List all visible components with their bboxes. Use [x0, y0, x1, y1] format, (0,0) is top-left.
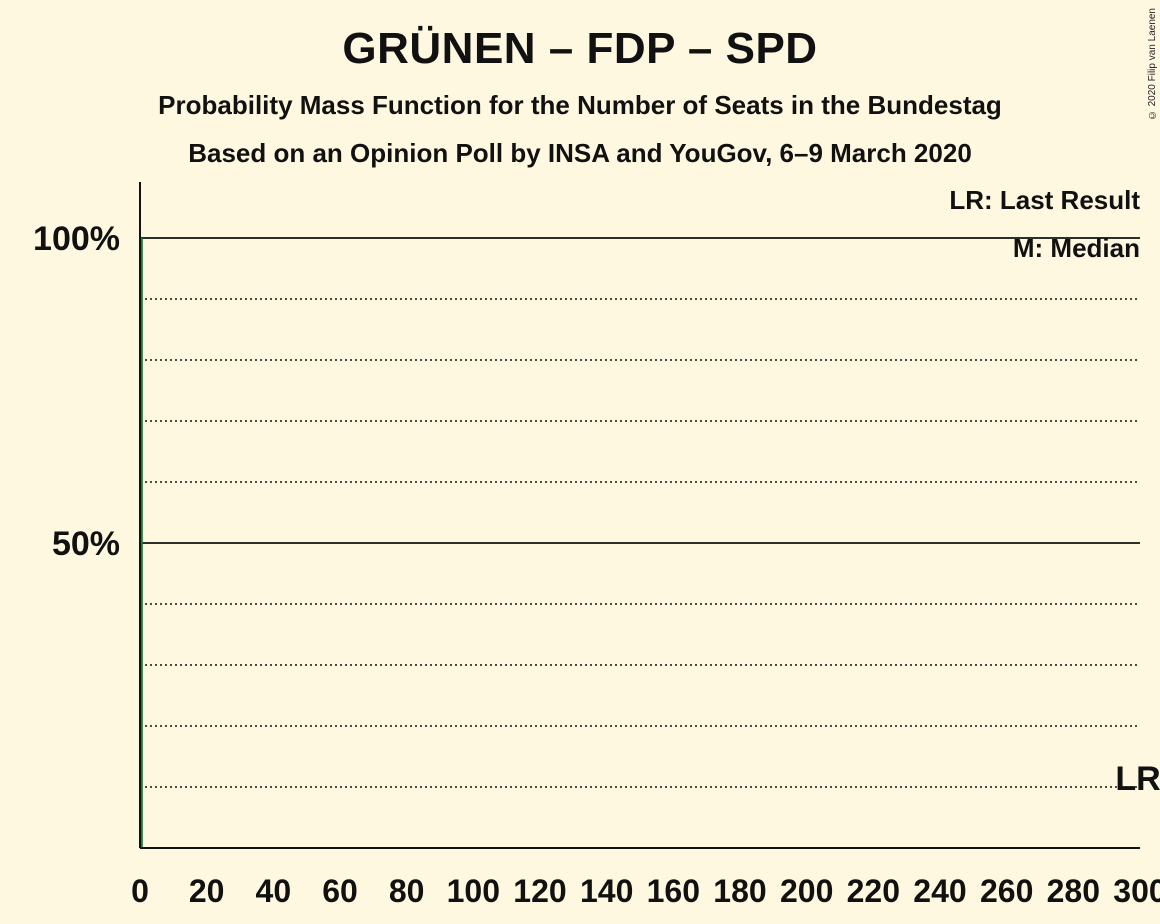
x-tick-label: 260 [980, 873, 1033, 909]
x-tick-label: 20 [189, 873, 225, 909]
x-tick-label: 200 [780, 873, 833, 909]
x-tick-label: 300 [1113, 873, 1160, 909]
y-tick-labels: 50% 100% [33, 220, 120, 563]
x-tick-label: 0 [131, 873, 149, 909]
y-tick-label: 50% [52, 525, 120, 563]
last-result-marker: LR [1115, 760, 1160, 798]
y-tick-label: 100% [33, 220, 120, 258]
chart-title: GRÜNEN – FDP – SPD [342, 24, 818, 73]
x-tick-label: 220 [847, 873, 900, 909]
bar [140, 238, 143, 848]
x-tick-label: 240 [913, 873, 966, 909]
gridlines [140, 237, 1140, 788]
chart-subtitle: Probability Mass Function for the Number… [158, 90, 1002, 120]
bars [140, 238, 143, 848]
legend-last-result: LR: Last Result [949, 185, 1140, 215]
x-tick-label: 40 [256, 873, 292, 909]
x-tick-label: 140 [580, 873, 633, 909]
x-tick-label: 60 [322, 873, 358, 909]
x-tick-label: 160 [647, 873, 700, 909]
x-tick-labels: 0 20 40 60 80 100 120 140 160 180 200 220 240 260 280 3… [131, 873, 1160, 909]
x-tick-label: 80 [389, 873, 425, 909]
x-tick-label: 280 [1047, 873, 1100, 909]
legend-median: M: Median [1013, 233, 1140, 263]
chart-subtitle-source: Based on an Opinion Poll by INSA and You… [188, 138, 972, 168]
x-tick-label: 120 [513, 873, 566, 909]
axes [139, 182, 1140, 849]
x-tick-label: 100 [447, 873, 500, 909]
x-tick-label: 180 [713, 873, 766, 909]
